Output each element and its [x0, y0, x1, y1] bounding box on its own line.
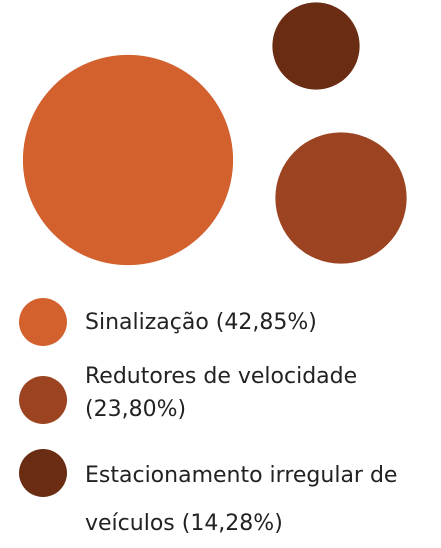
- legend-swatch: [19, 449, 67, 497]
- legend-swatch: [19, 298, 67, 346]
- legend-swatch: [19, 376, 67, 424]
- legend-label: Estacionamento irregular de veículos (14…: [85, 463, 398, 536]
- bubble: [272, 2, 360, 90]
- bubble: [275, 132, 407, 264]
- bubble: [22, 54, 234, 266]
- legend-label: Sinalização (42,85%): [85, 310, 317, 335]
- legend-label: Redutores de velocidade (23,80%): [85, 364, 358, 422]
